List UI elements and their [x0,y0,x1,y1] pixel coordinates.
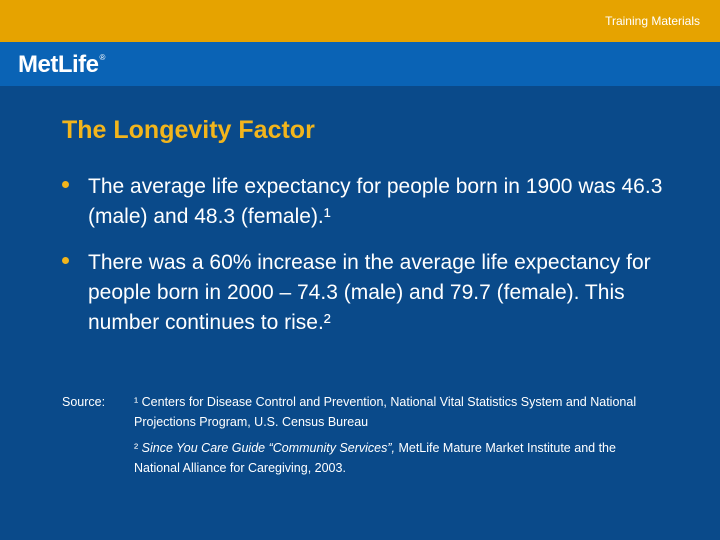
source-block: Source: ¹ Centers for Disease Control an… [62,392,662,484]
metlife-logo: MetLife® [18,51,106,79]
bullet-item: There was a 60% increase in the average … [62,248,672,338]
bullet-text: There was a 60% increase in the average … [88,251,651,334]
bullet-item: The average life expectancy for people b… [62,172,672,232]
logo-band: MetLife® [0,42,720,86]
source-label: Source: [62,395,106,409]
note2-prefix: ² [134,441,142,455]
source-note-2: ² Since You Care Guide “Community Servic… [134,438,662,478]
note2-rest: MetLife Mature Market Institute and the … [134,441,616,475]
bullet-dot-icon [62,257,69,264]
note2-title: Since You Care Guide “Community Services… [141,441,395,455]
source-note-1: ¹ Centers for Disease Control and Preven… [134,395,637,429]
registered-mark: ® [99,53,106,62]
bullet-text: The average life expectancy for people b… [88,175,663,228]
header-tag: Training Materials [605,14,700,28]
source-notes: ¹ Centers for Disease Control and Preven… [134,392,662,478]
logo-text: MetLife [18,51,99,78]
bullet-dot-icon [62,181,69,188]
bullet-list: The average life expectancy for people b… [62,172,672,354]
top-bar: Training Materials [0,0,720,42]
slide-title: The Longevity Factor [62,116,315,144]
